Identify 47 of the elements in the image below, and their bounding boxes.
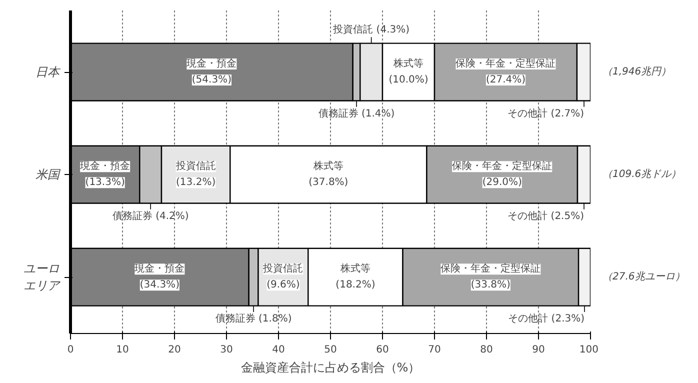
text: 保険・年金・定型保証 <box>452 161 552 172</box>
x-tick-label: 80 <box>480 344 493 356</box>
text: その他計 (2.7%) <box>508 108 584 120</box>
text: 債務証券 (1.4%) <box>318 108 395 120</box>
x-tick-label: 30 <box>220 344 233 356</box>
x-tick-label: 20 <box>168 344 181 356</box>
text: 債務証券 (1.8%) <box>215 314 292 325</box>
text: 投資信託 (4.3%) <box>333 24 410 36</box>
text: 株式等 <box>340 264 370 275</box>
data-label: (10.0%) <box>388 74 428 86</box>
text: その他計 (2.5%) <box>508 211 584 222</box>
text: 保険・年金・定型保証 <box>440 264 541 275</box>
data-label: (54.3%) <box>192 74 232 86</box>
text: （1,946兆円） <box>602 66 672 78</box>
x-tick-label: 10 <box>116 344 129 356</box>
data-label: (29.0%) <box>482 177 522 188</box>
text: （27.6兆ユーロ） <box>602 270 685 283</box>
x-tick-label: 90 <box>532 344 545 356</box>
data-label: (34.3%) <box>140 280 180 291</box>
data-label: (27.4%) <box>486 74 526 86</box>
text: 投資信託 <box>176 161 216 172</box>
series-label: 株式等 <box>392 58 424 70</box>
series-label: 投資信託 <box>262 262 304 275</box>
text: 債務証券 (4.2%) <box>112 211 189 222</box>
series-label: 保険・年金・定型保証 <box>456 58 556 70</box>
data-label: (33.8%) <box>470 280 511 291</box>
x-tick-label: 70 <box>428 344 441 356</box>
data-label: (18.2%) <box>336 280 376 291</box>
data-label: (9.6%) <box>266 280 300 291</box>
text: （109.6兆ドル） <box>602 168 682 180</box>
x-tick-label: 60 <box>376 344 389 356</box>
x-axis-title: 金融資産合計に占める割合（%） <box>240 360 420 374</box>
text: その他計 (2.3%) <box>508 314 585 325</box>
text: 現金・預金 <box>134 264 185 275</box>
data-label: (13.3%) <box>85 177 125 188</box>
text: 株式等 <box>313 161 344 172</box>
x-tick-label: 100 <box>579 344 599 356</box>
x-tick-label: 40 <box>272 344 285 356</box>
data-label: (37.8%) <box>308 177 348 188</box>
x-tick-label: 0 <box>67 344 74 356</box>
text: 現金・預金 <box>186 58 237 70</box>
series-label: 現金・預金 <box>80 160 130 172</box>
data-label: (13.2%) <box>176 177 216 188</box>
y-tick-label: 日本 <box>36 65 62 80</box>
y-tick-label: 米国 <box>36 168 62 182</box>
x-tick-label: 50 <box>324 344 337 356</box>
y-tick-label: ユーロエリア <box>24 262 60 293</box>
